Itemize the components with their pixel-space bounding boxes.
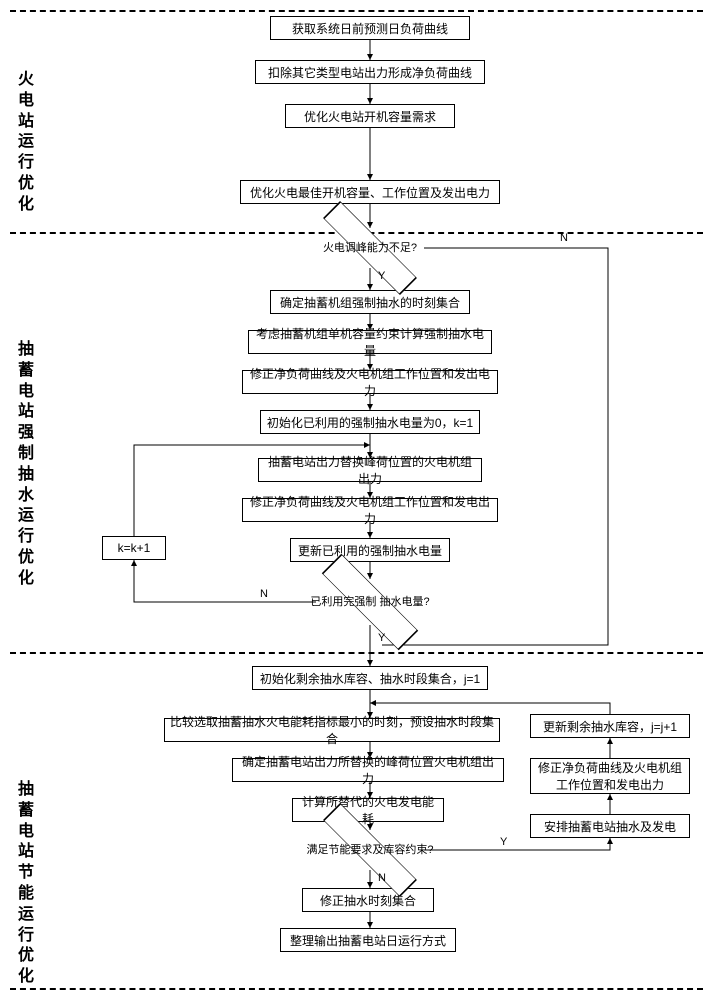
decision-text: 满足节能要求及库容约束? <box>306 830 434 870</box>
flowchart-page: 火电站运行优化 抽蓄电站强制抽水运行优化 抽蓄电站节能运行优化 获取系统日前预测… <box>10 10 703 990</box>
process-box-b16: 计算所替代的火电发电能耗 <box>292 798 444 822</box>
edge-label-d2y: Y <box>378 632 385 644</box>
edge-label-d3n: N <box>378 872 386 884</box>
process-box-b4: 优化火电最佳开机容量、工作位置及发出电力 <box>240 180 500 204</box>
edge-label-d1n: N <box>560 232 568 244</box>
process-box-b7: 修正净负荷曲线及火电机组工作位置和发出电力 <box>242 370 498 394</box>
edge-label-d2n: N <box>260 588 268 600</box>
process-box-b13: 初始化剩余抽水库容、抽水时段集合，j=1 <box>252 666 488 690</box>
process-box-b14: 比较选取抽蓄抽水火电能耗指标最小的时刻，预设抽水时段集合 <box>164 718 500 742</box>
process-box-b15: 确定抽蓄电站出力所替换的峰荷位置火电机组出力 <box>232 758 504 782</box>
process-box-b3: 优化火电站开机容量需求 <box>285 104 455 128</box>
decision-text: 火电调峰能力不足? <box>306 228 434 268</box>
process-box-b2: 扣除其它类型电站出力形成净负荷曲线 <box>255 60 485 84</box>
edge-label-d3y: Y <box>500 836 507 848</box>
process-box-b9: 抽蓄电站出力替换峰荷位置的火电机组出力 <box>258 458 482 482</box>
process-box-b6: 考虑抽蓄机组单机容量约束计算强制抽水电量 <box>248 330 492 354</box>
process-box-b10: 修正净负荷曲线及火电机组工作位置和发电出力 <box>242 498 498 522</box>
process-box-b19: 更新剩余抽水库容，j=j+1 <box>530 714 690 738</box>
process-box-b18: 整理输出抽蓄电站日运行方式 <box>280 928 456 952</box>
process-box-b8: 初始化已利用的强制抽水电量为0，k=1 <box>260 410 480 434</box>
process-box-b21: 安排抽蓄电站抽水及发电 <box>530 814 690 838</box>
section-2-label: 抽蓄电站强制抽水运行优化 <box>16 340 36 590</box>
decision-text: 已利用完强制 抽水电量? <box>306 579 434 625</box>
decision-d2: 已利用完强制 抽水电量? <box>336 579 404 625</box>
section-1-label: 火电站运行优化 <box>16 70 36 216</box>
decision-d3: 满足节能要求及库容约束? <box>336 830 404 870</box>
edge-label-d1y: Y <box>378 270 385 282</box>
process-box-b20: 修正净负荷曲线及火电机组工作位置和发电出力 <box>530 758 690 794</box>
process-box-b1: 获取系统日前预测日负荷曲线 <box>270 16 470 40</box>
section-3-label: 抽蓄电站节能运行优化 <box>16 780 36 988</box>
process-box-b5: 确定抽蓄机组强制抽水的时刻集合 <box>270 290 470 314</box>
process-box-b12: k=k+1 <box>102 536 166 560</box>
process-box-b17: 修正抽水时刻集合 <box>302 888 434 912</box>
decision-d1: 火电调峰能力不足? <box>336 228 404 268</box>
process-box-b11: 更新已利用的强制抽水电量 <box>290 538 450 562</box>
